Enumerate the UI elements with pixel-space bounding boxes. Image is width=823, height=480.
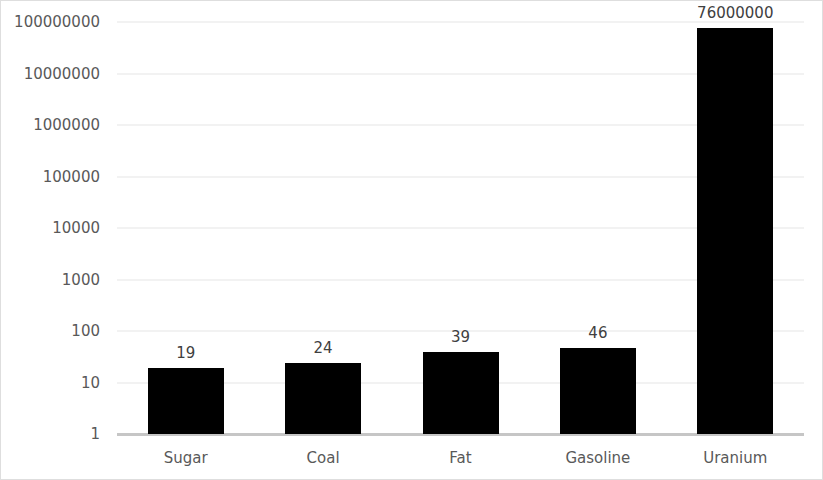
x-tick-label: Coal	[254, 449, 391, 467]
x-axis: SugarCoalFatGasolineUranium	[1, 1, 822, 479]
x-tick-label: Gasoline	[529, 449, 666, 467]
x-tick-label: Fat	[392, 449, 529, 467]
x-tick-label: Uranium	[667, 449, 804, 467]
x-tick-label: Sugar	[117, 449, 254, 467]
bar-chart: 1101001000100001000001000000100000001000…	[0, 0, 823, 480]
